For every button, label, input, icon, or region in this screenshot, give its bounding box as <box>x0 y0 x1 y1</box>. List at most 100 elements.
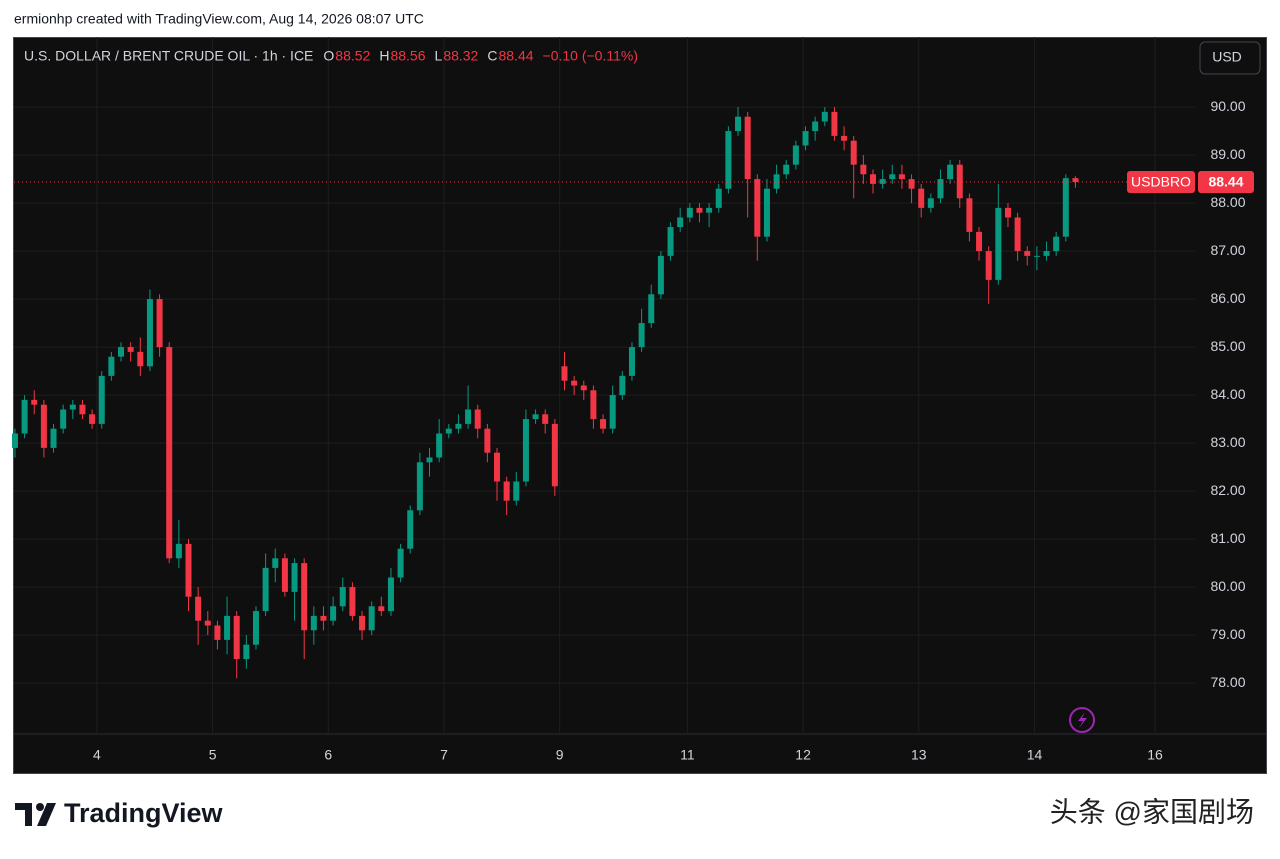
x-tick-label: 13 <box>911 747 927 763</box>
candle-body <box>522 419 529 482</box>
candle-body <box>185 543 192 597</box>
logo-shape <box>15 803 32 826</box>
candle-body <box>802 131 809 146</box>
currency[interactable]: USD <box>1212 49 1242 65</box>
x-tick-label: 14 <box>1027 747 1043 763</box>
credit: ermionhp created with TradingView.com, A… <box>14 11 424 27</box>
candle-body <box>783 164 790 175</box>
candle-body <box>947 164 954 180</box>
candle-body <box>1043 251 1050 256</box>
candle-body <box>696 207 703 213</box>
candle-body <box>359 615 366 631</box>
ohlc-key: O <box>323 48 334 64</box>
candle-body <box>291 563 298 592</box>
candle-body <box>224 615 231 640</box>
x-tick-label: 9 <box>556 747 564 763</box>
candle-body <box>1004 207 1011 218</box>
candle-body <box>1033 255 1040 257</box>
candle-body <box>571 380 578 386</box>
candle-body <box>937 179 944 199</box>
candle-body <box>214 625 221 640</box>
candle-body <box>494 452 501 482</box>
candle-body <box>272 558 279 568</box>
candle-body <box>619 375 626 396</box>
candle-body <box>561 366 568 381</box>
y-tick-label: 86.00 <box>1210 290 1245 306</box>
y-tick-label: 87.00 <box>1210 242 1245 258</box>
candle-body <box>551 423 558 487</box>
candle-body <box>281 558 288 592</box>
candle-body <box>195 596 202 621</box>
candle-body <box>956 164 963 199</box>
candle-body <box>1024 251 1031 256</box>
candle-body <box>243 644 250 660</box>
candle-body <box>754 179 761 237</box>
y-tick-label: 89.00 <box>1210 146 1245 162</box>
candle-body <box>465 409 472 424</box>
candle-body <box>166 347 173 559</box>
candle-body <box>503 481 510 501</box>
candle-body <box>735 116 742 132</box>
candle-body <box>175 543 182 559</box>
candle-body <box>204 620 211 626</box>
candle-body <box>137 351 144 367</box>
candle-body <box>542 414 549 424</box>
x-tick-label: 4 <box>93 747 101 763</box>
y-tick-label: 84.00 <box>1210 386 1245 402</box>
y-tick-label: 82.00 <box>1210 482 1245 498</box>
candle-body <box>966 198 973 232</box>
candle-body <box>821 111 828 122</box>
currency-button[interactable] <box>1199 41 1261 75</box>
candle-body <box>1072 178 1079 182</box>
symbol-tag-text: USDBRO <box>1131 174 1191 190</box>
y-tick-label: 81.00 <box>1210 530 1245 546</box>
candle-body <box>474 409 481 429</box>
alert-bolt <box>1078 712 1087 728</box>
ohlc-value: 88.44 <box>498 48 533 64</box>
candle-body <box>532 414 539 420</box>
candle-body <box>889 174 896 180</box>
candle-body <box>638 323 645 348</box>
candle-body <box>667 227 674 256</box>
candle-body <box>995 207 1002 280</box>
price-tag-text: 88.44 <box>1208 174 1243 190</box>
candle-body <box>252 611 259 645</box>
candle-body <box>744 116 751 180</box>
logo-slash <box>37 803 56 826</box>
watermark: 头条 @家国剧场 <box>1050 796 1254 827</box>
ohlc-key: C <box>487 48 497 64</box>
candle-body <box>841 135 848 141</box>
candle-body <box>262 567 269 612</box>
ohlc-legend: O 88.52 H 88.56 L 88.32 C 88.44 −0.10 (−0.11%) <box>323 48 638 64</box>
candle-body <box>628 347 635 376</box>
candle-body <box>127 347 134 352</box>
ohlc-value: 88.32 <box>443 48 478 64</box>
candle-body <box>79 404 86 415</box>
candle-body <box>812 121 819 132</box>
candle-body <box>89 414 96 424</box>
x-tick-label: 6 <box>324 747 332 763</box>
candle-body <box>330 606 337 621</box>
candle-body <box>310 615 317 631</box>
candle-body <box>349 587 356 616</box>
candle-body <box>918 188 925 208</box>
y-tick-label: 85.00 <box>1210 338 1245 354</box>
candle-body <box>339 587 346 607</box>
x-tick-label: 11 <box>680 747 695 763</box>
candle-body <box>609 395 616 429</box>
candle-body <box>927 198 934 208</box>
candle-body <box>580 385 587 391</box>
candle-body <box>368 606 375 631</box>
candle-body <box>976 231 983 252</box>
y-tick-label: 78.00 <box>1210 674 1245 690</box>
ohlc-key: H <box>379 48 389 64</box>
candle-body <box>763 188 770 237</box>
alert-icon[interactable] <box>1069 707 1095 733</box>
symbol-title: U.S. DOLLAR / BRENT CRUDE OIL · 1h · ICE <box>24 48 313 64</box>
candle-body <box>725 131 732 189</box>
candle-body <box>21 399 28 434</box>
y-tick-label: 83.00 <box>1210 434 1245 450</box>
candle-body <box>686 207 693 218</box>
